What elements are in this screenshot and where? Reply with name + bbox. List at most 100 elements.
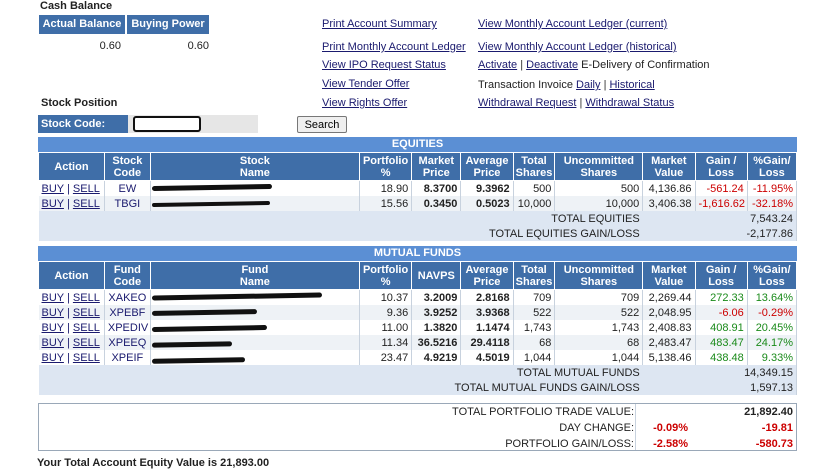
col-total-shares: Total Shares <box>512 261 556 290</box>
pct-gain-loss: -0.29% <box>747 305 798 320</box>
col-market-price: Market Price <box>411 152 462 181</box>
fund-code[interactable]: XAKEO <box>104 289 151 305</box>
uncommitted-shares: 10,000 <box>554 196 644 211</box>
col-total-shares: Total Shares <box>512 152 556 181</box>
average-price: 0.5023 <box>460 196 514 211</box>
table-row: BUY | SELL EW 18.90 8.3700 9.3962 500 50… <box>38 180 798 196</box>
buy-link[interactable]: BUY <box>41 197 64 210</box>
actual-balance-value: 0.60 <box>99 40 121 52</box>
uncommitted-shares: 68 <box>554 335 644 350</box>
col-fund-name: Fund Name <box>149 261 360 290</box>
total-shares: 500 <box>513 180 556 196</box>
uncommitted-shares: 522 <box>554 305 644 320</box>
sell-link[interactable]: SELL <box>72 321 100 334</box>
gain-loss: 483.47 <box>695 335 748 350</box>
total-equities-gl-label: TOTAL EQUITIES GAIN/LOSS <box>38 226 643 241</box>
total-shares: 709 <box>513 289 556 305</box>
fund-code[interactable]: XPEBF <box>104 305 151 320</box>
buy-link[interactable]: BUY <box>41 336 64 349</box>
market-price: 8.3700 <box>411 180 462 196</box>
total-mutual-funds-value: 14,349.15 <box>642 365 797 380</box>
invoice-daily-link[interactable]: Daily <box>576 79 601 91</box>
col-market-value: Market Value <box>642 152 696 181</box>
average-price: 29.4118 <box>460 335 514 350</box>
portfolio-summary-box: TOTAL PORTFOLIO TRADE VALUE: 21,892.40 D… <box>38 403 797 451</box>
invoice-label: Transaction Invoice <box>478 79 573 91</box>
trade-value-label: TOTAL PORTFOLIO TRADE VALUE: <box>452 406 634 418</box>
col-average-price: Average Price <box>460 152 514 181</box>
fund-code[interactable]: XPEDIV <box>104 320 151 335</box>
market-value: 2,269.44 <box>642 289 696 305</box>
stock-code[interactable]: TBGI <box>104 196 151 211</box>
sell-link[interactable]: SELL <box>72 351 100 364</box>
navps: 3.2009 <box>411 289 462 305</box>
buy-link[interactable]: BUY <box>41 306 64 319</box>
pct-gain-loss: 13.64% <box>747 289 798 305</box>
portfolio-pct: 11.34 <box>359 335 413 350</box>
separator: | <box>579 97 583 109</box>
print-account-summary-link[interactable]: Print Account Summary <box>322 18 437 30</box>
buy-link[interactable]: BUY <box>41 182 64 195</box>
stock-code[interactable]: EW <box>104 180 151 196</box>
total-shares: 68 <box>513 335 556 350</box>
buy-link[interactable]: BUY <box>41 321 64 334</box>
market-value: 5,138.46 <box>642 350 696 365</box>
withdrawal-request-link[interactable]: Withdrawal Request <box>478 97 577 109</box>
sell-link[interactable]: SELL <box>72 291 100 304</box>
col-uncommitted-shares: Uncommitted Shares <box>554 261 644 290</box>
pct-gain-loss: -32.18% <box>747 196 798 211</box>
search-button[interactable]: Search <box>297 116 347 133</box>
print-monthly-ledger-link[interactable]: Print Monthly Account Ledger <box>322 41 466 53</box>
buy-link[interactable]: BUY <box>41 291 64 304</box>
sell-link[interactable]: SELL <box>72 197 100 210</box>
withdrawal-row: Withdrawal Request | Withdrawal Status <box>478 97 674 109</box>
edelivery-row: Activate | Deactivate E-Delivery of Conf… <box>478 59 710 71</box>
deactivate-link[interactable]: Deactivate <box>526 59 579 71</box>
buy-link[interactable]: BUY <box>41 351 64 364</box>
buying-power-header: Buying Power <box>126 14 210 35</box>
market-value: 2,483.47 <box>642 335 696 350</box>
gain-loss: -1,616.62 <box>695 196 748 211</box>
average-price: 1.1474 <box>460 320 514 335</box>
day-change-pct: -0.09% <box>653 422 688 434</box>
edelivery-label: E-Delivery of Confirmation <box>581 59 710 71</box>
table-row: BUY | SELL XPEIF 23.47 4.9219 4.5019 1,0… <box>38 350 798 365</box>
trade-value: 21,892.40 <box>744 406 793 418</box>
market-price: 0.3450 <box>411 196 462 211</box>
pct-gain-loss: -11.95% <box>747 180 798 196</box>
activate-link[interactable]: Activate <box>478 59 518 71</box>
ipo-request-status-link[interactable]: View IPO Request Status <box>322 59 446 71</box>
sell-link[interactable]: SELL <box>72 336 100 349</box>
col-stock-code: Stock Code <box>103 152 151 181</box>
col-stock-name: Stock Name <box>149 152 360 181</box>
market-value: 3,406.38 <box>642 196 696 211</box>
portfolio-gl-value: -580.73 <box>755 438 793 450</box>
col-pct-gain-loss: %Gain/Loss <box>746 152 798 181</box>
gain-loss: 272.33 <box>695 289 748 305</box>
col-average-price: Average Price <box>460 261 514 290</box>
col-navps: NAVPS <box>411 261 462 290</box>
stock-code-input[interactable] <box>133 116 201 132</box>
rights-offer-link[interactable]: View Rights Offer <box>322 97 408 109</box>
equities-total-row: TOTAL EQUITIES 7,543.24 <box>38 211 797 226</box>
tender-offer-link[interactable]: View Tender Offer <box>322 78 410 90</box>
monthly-ledger-current-link[interactable]: View Monthly Account Ledger (current) <box>478 18 668 30</box>
navps: 4.9219 <box>411 350 462 365</box>
separator: | <box>603 79 607 91</box>
total-shares: 1,743 <box>513 320 556 335</box>
total-equities-gl-value: -2,177.86 <box>642 226 797 241</box>
sell-link[interactable]: SELL <box>72 306 100 319</box>
fund-code[interactable]: XPEEQ <box>104 335 151 350</box>
total-equities-label: TOTAL EQUITIES <box>38 211 643 226</box>
table-row: BUY | SELL TBGI 15.56 0.3450 0.5023 10,0… <box>38 196 798 211</box>
portfolio-pct: 10.37 <box>359 289 413 305</box>
mutual-funds-section-title: MUTUAL FUNDS <box>38 246 797 261</box>
total-shares: 10,000 <box>513 196 556 211</box>
table-row: BUY | SELL XPEBF 9.36 3.9252 3.9368 522 … <box>38 305 798 320</box>
fund-code[interactable]: XPEIF <box>104 350 151 365</box>
monthly-ledger-historical-link[interactable]: View Monthly Account Ledger (historical) <box>478 41 677 53</box>
invoice-historical-link[interactable]: Historical <box>609 79 655 91</box>
sell-link[interactable]: SELL <box>72 182 100 195</box>
withdrawal-status-link[interactable]: Withdrawal Status <box>585 97 675 109</box>
navps: 1.3820 <box>411 320 462 335</box>
